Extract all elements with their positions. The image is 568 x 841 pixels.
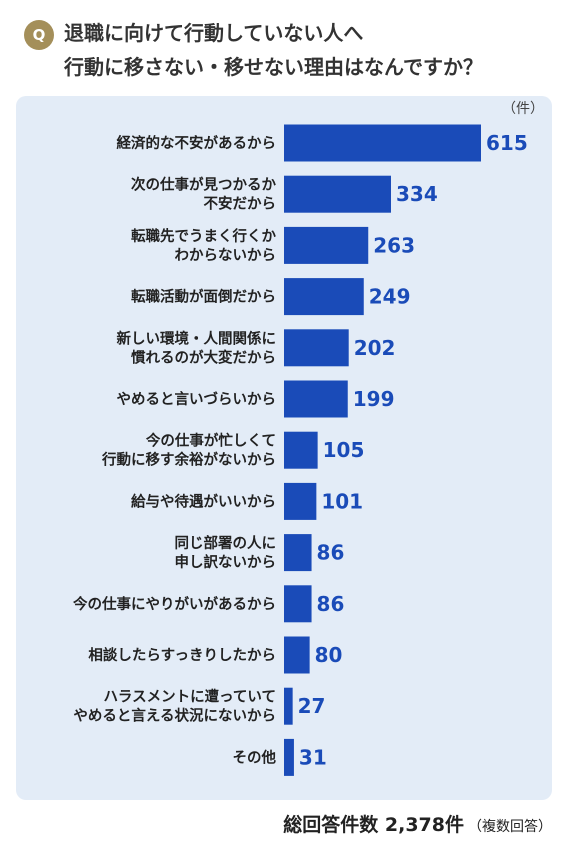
category-label-11-0: ハラスメントに遭っていて bbox=[103, 688, 276, 706]
bar-11 bbox=[284, 687, 293, 725]
category-label-2-0: 転職先でうまく行くか bbox=[131, 227, 276, 245]
category-label-8-0: 同じ部署の人に bbox=[175, 534, 277, 552]
bar-7 bbox=[284, 482, 317, 520]
total-responses: 総回答件数 2,378件 bbox=[283, 814, 464, 836]
category-label-2-1: わからないから bbox=[175, 247, 277, 264]
value-label-7: 101 bbox=[321, 489, 363, 513]
value-label-0: 615 bbox=[486, 131, 528, 155]
bar-8 bbox=[284, 534, 312, 572]
multiple-answer-note: （複数回答） bbox=[468, 819, 552, 835]
category-label-6-1: 行動に移す余裕がないから bbox=[101, 451, 276, 469]
bar-10 bbox=[284, 636, 310, 674]
value-label-12: 31 bbox=[299, 745, 327, 769]
bar-9 bbox=[284, 585, 312, 623]
category-label-10-0: 相談したらすっきりしたから bbox=[88, 646, 276, 664]
category-label-4-0: 新しい環境・人間関係に bbox=[117, 329, 277, 347]
value-label-11: 27 bbox=[298, 694, 326, 718]
category-label-1-1: 不安だから bbox=[204, 195, 277, 213]
value-label-10: 80 bbox=[315, 643, 343, 667]
category-label-11-1: やめると言える状況にないから bbox=[73, 707, 276, 725]
chart-footer: 総回答件数 2,378件 （複数回答） bbox=[283, 810, 552, 837]
value-label-5: 199 bbox=[353, 387, 395, 411]
question-title-line1: 退職に向けて行動していない人へ bbox=[64, 21, 364, 45]
category-label-0-0: 経済的な不安があるから bbox=[117, 134, 277, 152]
value-label-8: 86 bbox=[317, 541, 345, 565]
chart-panel: （件） 615 経済的な不安があるから 334 次の仕事が見つかるか 不安だから 263 転職… bbox=[16, 96, 552, 800]
category-label-5-0: やめると言いづらいから bbox=[117, 390, 277, 408]
bar-1 bbox=[284, 175, 391, 213]
value-label-9: 86 bbox=[317, 592, 345, 616]
value-label-4: 202 bbox=[354, 336, 396, 360]
question-title-line2: 行動に移さない・移せない理由はなんですか？ bbox=[64, 55, 483, 79]
value-label-6: 105 bbox=[323, 438, 365, 462]
category-label-12-0: その他 bbox=[233, 748, 277, 766]
category-label-1-0: 次の仕事が見つかるか bbox=[131, 176, 276, 194]
value-label-3: 249 bbox=[369, 285, 411, 309]
category-label-8-1: 申し訳ないから bbox=[175, 553, 277, 571]
value-label-2: 263 bbox=[373, 233, 415, 257]
category-label-4-1: 慣れるのが大変だから bbox=[131, 348, 276, 366]
value-label-1: 334 bbox=[396, 182, 438, 206]
bar-0 bbox=[284, 124, 481, 162]
unit-label: （件） bbox=[502, 101, 544, 117]
bar-6 bbox=[284, 431, 318, 469]
bar-3 bbox=[284, 278, 364, 316]
category-label-9-0: 今の仕事にやりがいがあるから bbox=[72, 595, 276, 613]
bar-12 bbox=[284, 738, 294, 776]
category-label-6-0: 今の仕事が忙しくて bbox=[145, 432, 276, 450]
bar-5 bbox=[284, 380, 348, 418]
question-header: Q 退職に向けて行動していない人へ 行動に移さない・移せない理由はなんですか？ bbox=[14, 16, 554, 86]
bar-4 bbox=[284, 329, 349, 367]
question-title: 退職に向けて行動していない人へ 行動に移さない・移せない理由はなんですか？ bbox=[64, 16, 564, 84]
category-label-3-0: 転職活動が面倒だから bbox=[131, 288, 276, 306]
question-badge: Q bbox=[24, 20, 54, 50]
bar-2 bbox=[284, 226, 369, 264]
category-label-7-0: 給与や待遇がいいから bbox=[131, 492, 276, 510]
